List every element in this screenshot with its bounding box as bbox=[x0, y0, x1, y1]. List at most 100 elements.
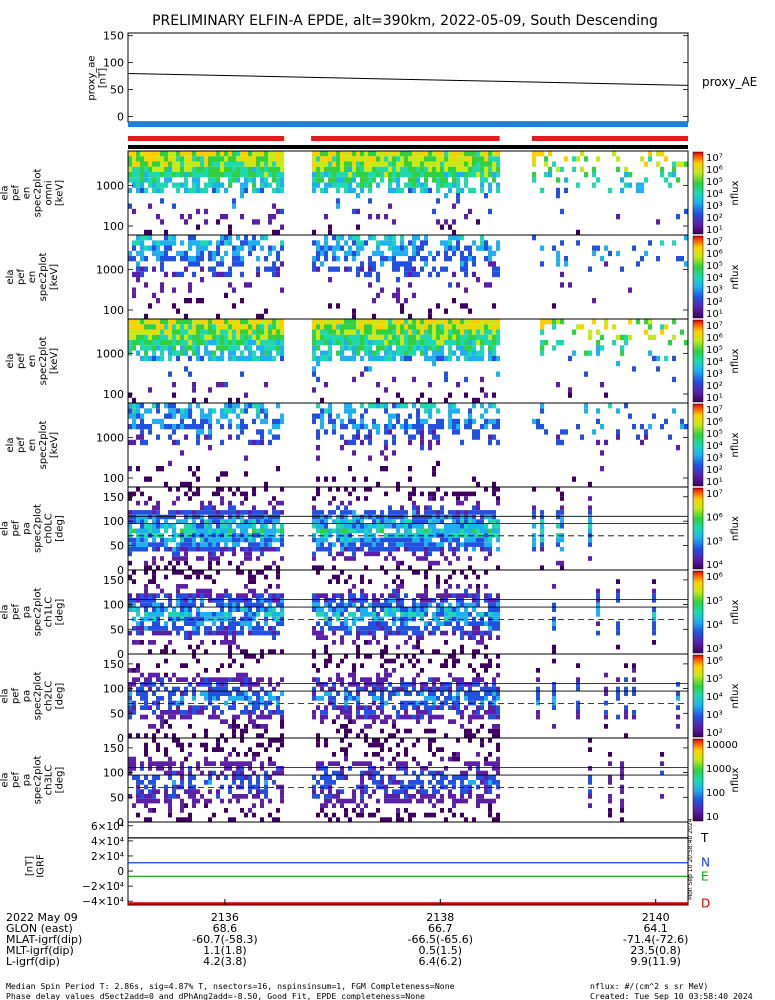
y-tick-label: 150 bbox=[103, 30, 124, 43]
colorbar-tick-label: 10⁷ bbox=[706, 405, 723, 416]
colorbar-tick-label: 10⁴ bbox=[706, 273, 723, 284]
heatmap-panel-en_3: 1000100elapefenspec2plot[keV]10⁷10⁶10⁵10… bbox=[5, 318, 741, 404]
colorbar-tick-label: 1000 bbox=[706, 764, 731, 775]
y-tick-label: 100 bbox=[103, 472, 124, 485]
y-tick-label: 100 bbox=[103, 304, 124, 317]
colorbar-label: nflux bbox=[730, 516, 741, 541]
y-tick-label: 100 bbox=[103, 515, 124, 528]
y-tick-label: 100 bbox=[103, 57, 124, 70]
colorbar-tick-label: 10⁶ bbox=[706, 417, 723, 428]
heatmap-panel-pa_1: 150 100 50 0 elapefpaspec2plotch1LC[deg] 10⁶ 1… bbox=[0, 569, 741, 661]
plot-title: PRELIMINARY ELFIN-A EPDE, alt=390km, 202… bbox=[152, 13, 658, 29]
colorbar-tick-label: 10⁵ bbox=[706, 261, 723, 272]
colorbar-label: nflux bbox=[730, 432, 741, 457]
colorbar-tick-label: 10⁵ bbox=[706, 345, 723, 356]
y-tick-label: 50 bbox=[110, 707, 124, 720]
y-axis-label: [nT]IGRF bbox=[25, 854, 47, 878]
y-tick-label: 4×10⁴ bbox=[91, 836, 124, 848]
y-tick-label: 1000 bbox=[96, 347, 124, 360]
colorbar-label: nflux bbox=[730, 264, 741, 289]
y-tick-label: 150 bbox=[103, 742, 124, 755]
y-tick-label: 1000 bbox=[96, 431, 124, 444]
x-tick-glon: 68.6 bbox=[213, 922, 238, 935]
igrf-legend-D: D bbox=[701, 896, 710, 910]
x-row-label: MLT-igrf(dip) bbox=[6, 944, 74, 957]
y-axis-label: elapefenspec2plot[keV] bbox=[5, 253, 60, 302]
y-axis-label: elapefenspec2plot[keV] bbox=[5, 421, 60, 470]
y-tick-label: 50 bbox=[110, 791, 124, 804]
colorbar-tick-label: 10000 bbox=[706, 740, 738, 751]
igrf-legend-N: N bbox=[701, 856, 710, 870]
heatmap-panel-pa_0: 150 100 50 0 elapefpaspec2plotch0LC[deg] 10⁷ 1… bbox=[0, 486, 741, 577]
x-row-label: 2022 May 09 bbox=[6, 911, 78, 924]
proxy-ae-panel: 150 100 50 0 proxy_AE proxy_ae[nT] bbox=[87, 30, 758, 124]
colorbar-tick-label: 10⁶ bbox=[706, 333, 723, 344]
colorbar bbox=[692, 654, 704, 738]
x-tick-time: 2140 bbox=[642, 911, 670, 924]
colorbar-tick-label: 10⁵ bbox=[706, 674, 723, 685]
igrf-side-timestamp: Mon Sep 10 20:58:40 2024 bbox=[687, 818, 694, 900]
colorbar-tick-label: 10⁶ bbox=[706, 656, 723, 667]
colorbar-tick-label: 10⁷ bbox=[706, 153, 723, 164]
colorbar-label: nflux bbox=[730, 599, 741, 624]
y-axis-label: elapefpaspec2plotch2LC[deg] bbox=[0, 672, 66, 721]
colorbar-tick-label: 10⁵ bbox=[706, 429, 723, 440]
status-bar-red bbox=[531, 136, 688, 141]
colorbar-tick-label: 10⁴ bbox=[706, 357, 723, 368]
heatmap-panel-en_4: 1000 100 elapefenspec2plot[keV] 10⁷10⁶10⁵10… bbox=[5, 402, 741, 488]
y-axis-label: elapefenspec2plotomni[keV] bbox=[0, 169, 66, 218]
colorbar-tick-label: 10 bbox=[706, 812, 719, 823]
colorbar bbox=[692, 570, 704, 654]
x-row-label: GLON (east) bbox=[6, 922, 73, 935]
y-tick-label: 100 bbox=[103, 599, 124, 612]
colorbar-tick-label: 10² bbox=[706, 728, 723, 739]
status-bar-blue bbox=[128, 122, 688, 127]
colorbar-tick-label: 10⁴ bbox=[706, 620, 723, 631]
colorbar-tick-label: 10⁵ bbox=[706, 596, 723, 607]
status-bar-red bbox=[128, 136, 285, 141]
y-tick-label: 150 bbox=[103, 658, 124, 671]
colorbar-tick-label: 10² bbox=[706, 213, 723, 224]
heatmap-panel-en_2: 1000100elapefenspec2plot[keV]10⁷10⁶10⁵10… bbox=[5, 234, 741, 320]
colorbar-tick-label: 10⁶ bbox=[706, 572, 723, 583]
x-tick-mlt: 0.5(1.5) bbox=[419, 944, 463, 957]
status-bar-black bbox=[128, 145, 688, 149]
y-tick-label: 50 bbox=[110, 623, 124, 636]
y-tick-label: 1000 bbox=[96, 179, 124, 192]
y-tick-label: 50 bbox=[110, 540, 124, 553]
panels: 150100500proxy_AEproxy_ae[nT]1000100elap… bbox=[0, 30, 757, 911]
y-axis-label: elapefenspec2plot[keV] bbox=[5, 337, 60, 386]
y-axis-label: elapefpaspec2plotch1LC[deg] bbox=[0, 588, 66, 637]
colorbar-tick-label: 10¹ bbox=[706, 225, 723, 236]
footer-line1-left: Median Spin Period T: 2.86s, sig=4.87% T… bbox=[6, 981, 455, 991]
proxy-ae-line bbox=[127, 72, 689, 86]
colorbar-tick-label: 10² bbox=[706, 381, 723, 392]
colorbar-tick-label: 10⁷ bbox=[706, 237, 723, 248]
colorbar-tick-label: 10⁵ bbox=[706, 177, 723, 188]
y-tick-label: 50 bbox=[110, 84, 124, 97]
igrf-legend-E: E bbox=[701, 869, 709, 883]
heatmap-panel-pa_2: 150 100 50 0 elapefpaspec2plotch2LC[deg] 10⁶ 1… bbox=[0, 653, 741, 745]
footer-line2-left: Phase delay values dSect2add=0 and dPhAn… bbox=[6, 991, 425, 1000]
y-tick-label: 100 bbox=[103, 683, 124, 696]
colorbar-tick-label: 10⁷ bbox=[706, 489, 723, 500]
x-tick-mlt: 23.5(0.8) bbox=[630, 944, 681, 957]
colorbar-tick-label: 10³ bbox=[706, 710, 723, 721]
y-tick-label: −2×10⁴ bbox=[82, 881, 124, 893]
colorbar bbox=[692, 487, 704, 570]
x-tick-mlat: -71.4(-72.6) bbox=[623, 933, 689, 946]
y-tick-label: 6×10⁴ bbox=[91, 821, 124, 833]
x-tick-l: 6.4(6.2) bbox=[419, 955, 463, 968]
footer-line1-right: nflux: #/(cm^2 s sr MeV) bbox=[590, 981, 708, 991]
colorbar-tick-label: 10² bbox=[706, 297, 723, 308]
status-bars bbox=[128, 122, 688, 149]
colorbar-tick-label: 10⁴ bbox=[706, 441, 723, 452]
colorbar-tick-label: 10⁵ bbox=[706, 536, 723, 547]
colorbar-label: nflux bbox=[730, 348, 741, 373]
colorbar-tick-label: 10¹ bbox=[706, 309, 723, 320]
colorbar-tick-label: 100 bbox=[706, 788, 725, 799]
proxy-ae-legend: proxy_AE bbox=[702, 75, 757, 89]
colorbar bbox=[692, 319, 704, 403]
